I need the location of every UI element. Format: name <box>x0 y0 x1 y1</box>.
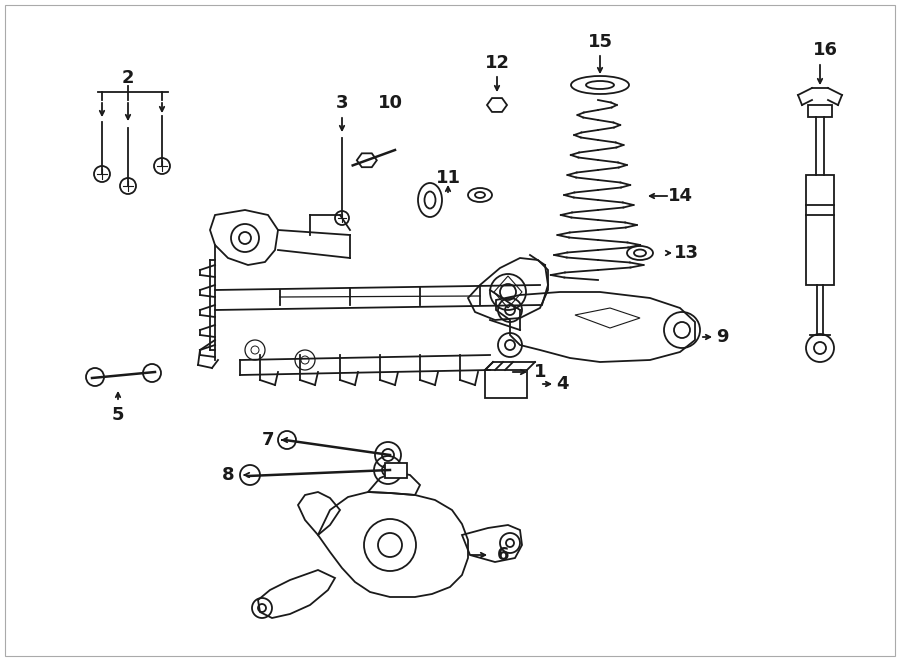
Text: 16: 16 <box>813 41 838 59</box>
Text: 15: 15 <box>588 33 613 51</box>
Bar <box>385 463 407 478</box>
Text: 5: 5 <box>112 406 124 424</box>
Bar <box>806 175 834 285</box>
Text: 7: 7 <box>262 431 274 449</box>
Text: 11: 11 <box>436 169 461 187</box>
Text: 4: 4 <box>556 375 568 393</box>
Text: 3: 3 <box>336 94 348 112</box>
Text: 6: 6 <box>497 546 509 564</box>
Text: 8: 8 <box>221 466 234 484</box>
Text: 14: 14 <box>668 187 692 205</box>
Text: 12: 12 <box>484 54 509 72</box>
Text: 10: 10 <box>377 94 402 112</box>
Text: 9: 9 <box>716 328 728 346</box>
Text: 1: 1 <box>534 363 546 381</box>
Bar <box>485 370 527 398</box>
Text: 13: 13 <box>673 244 698 262</box>
Bar <box>808 105 832 117</box>
Text: 2: 2 <box>122 69 134 87</box>
